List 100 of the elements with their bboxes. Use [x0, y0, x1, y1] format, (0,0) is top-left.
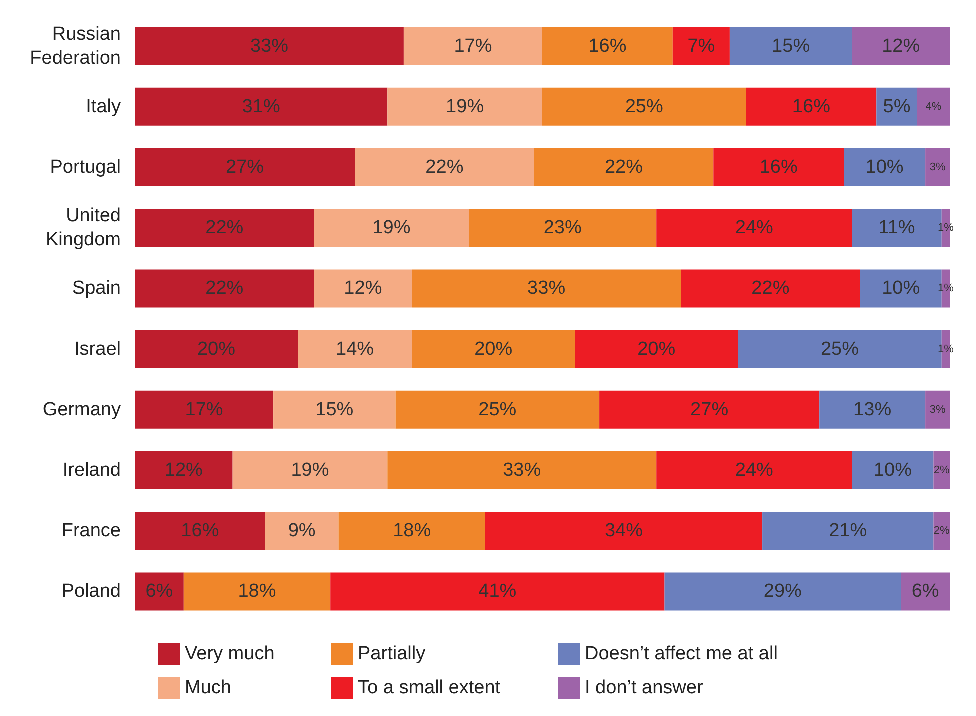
bar [542, 88, 746, 126]
legend-label: Very much [185, 644, 275, 664]
data-label: 34% [604, 520, 644, 542]
legend-label: Partially [358, 644, 426, 664]
data-label: 25% [820, 338, 860, 360]
y-tick-label: Portugal [50, 157, 121, 178]
bar [135, 572, 184, 611]
legend-label: To a small extent [358, 678, 502, 698]
bar [934, 512, 950, 550]
data-label: 5% [883, 96, 911, 118]
bar [926, 148, 950, 186]
bar [656, 209, 852, 248]
data-label: 22% [206, 218, 244, 239]
bar [820, 390, 926, 429]
bar [714, 148, 844, 186]
bar [135, 88, 388, 126]
data-label: 23% [544, 218, 582, 239]
bar [135, 330, 298, 368]
bar [135, 512, 266, 550]
bar [135, 452, 233, 490]
data-label: 29% [764, 581, 802, 602]
data-label: 6% [146, 581, 174, 602]
bar [184, 572, 331, 611]
bar [404, 27, 542, 66]
data-label: 18% [393, 520, 432, 542]
data-label: 25% [625, 96, 664, 118]
bar [575, 330, 738, 368]
bar [600, 390, 820, 429]
bar [762, 512, 934, 550]
data-label: 22% [426, 157, 464, 178]
y-tick-label: France [62, 520, 121, 542]
data-label: 16% [181, 520, 220, 542]
data-label: 13% [854, 399, 892, 420]
data-label: 3% [930, 162, 946, 174]
y-tick-label: Israel [74, 338, 121, 360]
data-label: 22% [604, 157, 644, 178]
data-label: 33% [250, 36, 289, 57]
y-tick-label: Italy [86, 96, 122, 118]
bar [135, 209, 314, 248]
data-label: 16% [760, 157, 798, 178]
data-label: 20% [474, 338, 513, 360]
bar [412, 270, 682, 308]
bar [135, 390, 274, 429]
data-label: 19% [446, 96, 484, 118]
data-label: 24% [735, 218, 774, 239]
data-label: 17% [185, 399, 224, 420]
bar [274, 390, 396, 429]
data-label: 11% [878, 218, 916, 239]
bar [298, 330, 412, 368]
data-label: 15% [772, 36, 810, 57]
bar [534, 148, 714, 186]
data-label: 7% [688, 36, 716, 57]
bar [746, 88, 877, 126]
data-label: 15% [316, 399, 354, 420]
data-label: 17% [454, 36, 492, 57]
legend-label: I don’t answer [585, 678, 704, 698]
data-label: 4% [926, 100, 942, 113]
data-label: 10% [866, 157, 904, 178]
bar [852, 27, 950, 66]
y-tick-label: Ireland [62, 460, 121, 481]
bar [672, 27, 730, 66]
data-label: 33% [528, 278, 566, 300]
bar [542, 27, 673, 66]
data-label: 31% [242, 96, 280, 118]
bar [485, 512, 763, 550]
legend-label: Doesn’t affect me at all [585, 644, 778, 664]
bar [388, 452, 657, 490]
data-label: 25% [478, 399, 517, 420]
bar [135, 270, 314, 308]
bar [730, 27, 852, 66]
bar [265, 512, 339, 550]
bar [681, 270, 860, 308]
bar [396, 390, 600, 429]
data-label: 14% [336, 338, 374, 360]
data-label: 12% [882, 36, 920, 57]
data-label: 33% [503, 460, 542, 481]
bar [338, 512, 486, 550]
data-label: 19% [291, 460, 330, 481]
bar [469, 209, 657, 248]
bar [844, 148, 926, 186]
data-label: 6% [912, 581, 940, 602]
data-label: 3% [930, 404, 946, 416]
data-label: 41% [478, 581, 517, 602]
data-label: 24% [735, 460, 774, 481]
data-label: 10% [874, 460, 912, 481]
bar [917, 88, 950, 126]
data-label: 21% [829, 520, 868, 542]
data-label: 19% [372, 218, 411, 239]
data-label: 12% [164, 460, 204, 481]
y-tick-label: United Kingdom [46, 206, 121, 251]
bar [656, 452, 852, 490]
bar [876, 88, 918, 126]
bar [901, 572, 950, 611]
data-label: 16% [588, 36, 627, 57]
data-label: 27% [690, 399, 729, 420]
y-tick-label: Russian Federation [30, 24, 121, 69]
bar [135, 148, 356, 186]
legend-label: Much [185, 678, 232, 698]
y-tick-label: Germany [42, 399, 122, 420]
bar [852, 452, 934, 490]
